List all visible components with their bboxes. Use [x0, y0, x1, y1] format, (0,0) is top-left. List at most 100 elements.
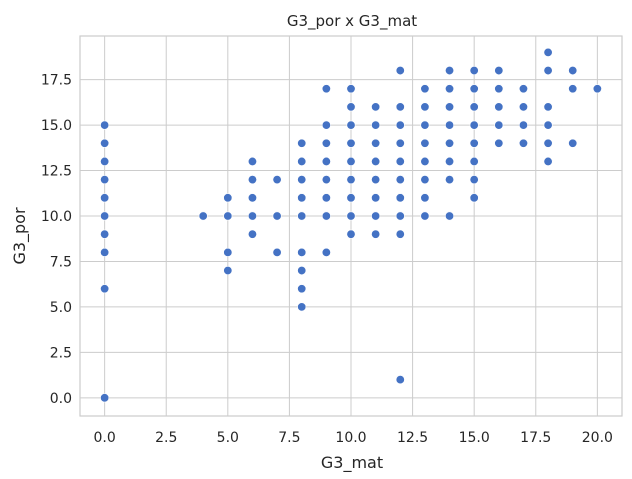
data-point: [321, 175, 331, 185]
y-tick-label: 0.0: [50, 391, 72, 407]
data-point: [321, 138, 331, 148]
data-point: [420, 84, 430, 94]
data-point: [518, 138, 528, 148]
data-point: [469, 120, 479, 130]
data-point: [100, 229, 110, 239]
data-point: [297, 175, 307, 185]
data-point: [494, 66, 504, 76]
data-point: [297, 193, 307, 203]
x-tick-label: 12.5: [397, 430, 428, 446]
data-point: [371, 175, 381, 185]
x-tick-label: 5.0: [217, 430, 239, 446]
y-tick-label: 15.0: [41, 118, 72, 134]
data-point: [494, 102, 504, 112]
data-point: [272, 247, 282, 257]
data-point: [469, 66, 479, 76]
data-point: [100, 284, 110, 294]
data-point: [445, 211, 455, 221]
data-point: [346, 120, 356, 130]
data-point: [297, 284, 307, 294]
data-point: [371, 138, 381, 148]
data-point: [395, 193, 405, 203]
data-point: [371, 229, 381, 239]
data-point: [469, 175, 479, 185]
y-tick-label: 12.5: [41, 164, 72, 180]
data-point: [321, 120, 331, 130]
data-point: [247, 175, 257, 185]
data-point: [346, 211, 356, 221]
data-point: [469, 84, 479, 94]
data-point: [297, 302, 307, 312]
data-point: [445, 138, 455, 148]
x-tick-label: 15.0: [459, 430, 490, 446]
data-point: [445, 102, 455, 112]
data-point: [543, 66, 553, 76]
data-point: [297, 211, 307, 221]
data-point: [518, 84, 528, 94]
data-point: [469, 156, 479, 166]
data-point: [346, 138, 356, 148]
data-point: [371, 193, 381, 203]
data-point: [543, 138, 553, 148]
x-tick-label: 7.5: [278, 430, 300, 446]
data-point: [469, 138, 479, 148]
data-point: [395, 375, 405, 385]
data-point: [321, 84, 331, 94]
data-point: [420, 175, 430, 185]
data-point: [568, 66, 578, 76]
data-point: [420, 156, 430, 166]
x-tick-label: 2.5: [155, 430, 177, 446]
data-point: [346, 229, 356, 239]
data-points: [100, 47, 602, 403]
data-point: [568, 84, 578, 94]
data-point: [395, 156, 405, 166]
data-point: [100, 175, 110, 185]
data-point: [247, 156, 257, 166]
data-point: [297, 156, 307, 166]
data-point: [272, 211, 282, 221]
data-point: [543, 102, 553, 112]
y-tick-label: 17.5: [41, 73, 72, 89]
data-point: [100, 193, 110, 203]
data-point: [346, 84, 356, 94]
y-tick-label: 7.5: [50, 254, 72, 270]
data-point: [420, 120, 430, 130]
data-point: [469, 102, 479, 112]
data-point: [371, 211, 381, 221]
data-point: [395, 175, 405, 185]
data-point: [100, 138, 110, 148]
data-point: [100, 156, 110, 166]
data-point: [346, 193, 356, 203]
data-point: [543, 120, 553, 130]
data-point: [469, 193, 479, 203]
data-point: [445, 84, 455, 94]
x-tick-label: 17.5: [520, 430, 551, 446]
data-point: [395, 66, 405, 76]
data-point: [420, 102, 430, 112]
data-point: [568, 138, 578, 148]
data-point: [100, 120, 110, 130]
data-point: [198, 211, 208, 221]
data-point: [297, 138, 307, 148]
data-point: [420, 138, 430, 148]
y-tick-label: 5.0: [50, 300, 72, 316]
y-tick-label: 2.5: [50, 345, 72, 361]
y-axis-ticks: 0.0 2.5 5.0 7.5 10.0 12.5 15.0 17.5: [41, 73, 72, 407]
data-point: [371, 120, 381, 130]
data-point: [371, 102, 381, 112]
data-point: [494, 120, 504, 130]
data-point: [592, 84, 602, 94]
data-point: [543, 47, 553, 57]
data-point: [346, 156, 356, 166]
data-point: [321, 211, 331, 221]
data-point: [445, 120, 455, 130]
data-point: [100, 211, 110, 221]
y-axis-label: G3_por: [10, 207, 30, 265]
data-point: [100, 247, 110, 257]
data-point: [395, 211, 405, 221]
data-point: [395, 138, 405, 148]
data-point: [395, 120, 405, 130]
x-axis-ticks: 0.0 2.5 5.0 7.5 10.0 12.5 15.0 17.5 20.0: [94, 430, 613, 446]
data-point: [395, 102, 405, 112]
